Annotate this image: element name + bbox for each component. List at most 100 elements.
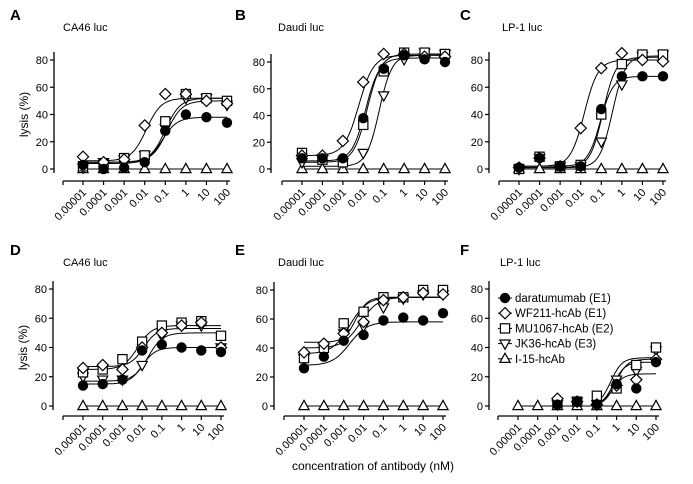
data-point-open-diamond bbox=[635, 53, 649, 67]
data-point-open-square bbox=[338, 318, 349, 329]
legend-item: I-15-hcAb bbox=[498, 351, 565, 366]
legend-item: WF211-hcAb (E1) bbox=[498, 306, 606, 320]
data-point-filled-circle bbox=[358, 329, 369, 341]
panel-title: LP-1 luc bbox=[502, 22, 543, 34]
x-tick-label: 10 bbox=[625, 422, 642, 439]
x-tick-label: 100 bbox=[428, 422, 449, 443]
y-tick-label: 0 bbox=[477, 164, 483, 176]
y-tick-label: 20 bbox=[36, 137, 48, 149]
panel-title: LP-1 luc bbox=[500, 257, 541, 269]
x-tick-label: 100 bbox=[212, 187, 233, 208]
legend-label: daratumumab (E1) bbox=[515, 293, 611, 305]
data-point-filled-circle bbox=[117, 374, 128, 385]
data-point-filled-circle bbox=[378, 315, 389, 326]
x-tick-label: 10 bbox=[190, 422, 207, 439]
data-point-open-square bbox=[215, 330, 227, 342]
data-point-open-triangle-up bbox=[116, 399, 129, 411]
data-point-open-triangle-up bbox=[615, 162, 628, 174]
data-point-open-triangle-up bbox=[397, 399, 410, 411]
data-point-open-diamond bbox=[297, 345, 311, 359]
data-point-filled-circle bbox=[439, 56, 451, 68]
x-tick-label: 0.01 bbox=[125, 422, 149, 446]
data-point-open-diamond bbox=[574, 121, 588, 135]
data-point-filled-circle bbox=[338, 335, 349, 346]
fit-curve-2 bbox=[596, 358, 656, 405]
data-point-filled-circle bbox=[534, 152, 545, 164]
x-tick-label: 10 bbox=[631, 187, 648, 204]
y-tick-label: 20 bbox=[471, 372, 483, 384]
panel-letter: E bbox=[235, 242, 245, 259]
fit-curve-2 bbox=[302, 53, 445, 163]
panel-c: CLP-1 luc0204060800.000010.00010.0010.01… bbox=[460, 7, 670, 223]
y-axis-label: lysis (%) bbox=[17, 92, 31, 137]
legend-marker-open-square bbox=[499, 323, 511, 334]
data-point-filled-circle bbox=[554, 161, 566, 172]
legend-item: JK36-hcAb (E3) bbox=[498, 339, 596, 351]
fit-curve-0 bbox=[302, 57, 445, 162]
y-tick-label: 60 bbox=[256, 314, 268, 326]
data-point-open-triangle-up bbox=[436, 399, 450, 411]
panel-letter: A bbox=[10, 7, 21, 24]
data-point-open-triangle-up bbox=[220, 162, 234, 174]
data-point-open-triangle-up bbox=[195, 399, 208, 411]
panel-title: Daudi luc bbox=[278, 257, 324, 269]
data-point-open-triangle-up bbox=[377, 399, 390, 411]
y-tick-label: 20 bbox=[471, 137, 483, 149]
data-point-filled-circle bbox=[176, 342, 187, 353]
y-tick-label: 20 bbox=[253, 137, 265, 149]
data-point-open-triangle-up bbox=[214, 399, 228, 411]
data-point-filled-circle bbox=[221, 117, 233, 128]
data-point-filled-circle bbox=[591, 399, 603, 410]
data-point-filled-circle bbox=[139, 156, 150, 168]
data-point-filled-circle bbox=[398, 50, 410, 61]
data-point-open-diamond bbox=[96, 358, 110, 372]
y-tick-label: 40 bbox=[36, 110, 48, 122]
x-tick-label: 0.001 bbox=[538, 187, 566, 215]
data-point-open-triangle-up bbox=[200, 162, 213, 174]
x-tick-label: 0.01 bbox=[127, 187, 151, 211]
data-point-filled-circle bbox=[98, 163, 109, 175]
data-point-open-diamond bbox=[436, 287, 450, 301]
x-tick-label: 1 bbox=[179, 187, 192, 200]
data-point-filled-circle bbox=[571, 396, 583, 407]
data-point-open-triangle-up bbox=[649, 399, 663, 411]
x-tick-label: 0.001 bbox=[322, 422, 350, 450]
data-point-open-diamond bbox=[336, 134, 350, 148]
data-point-open-diamond bbox=[179, 87, 193, 101]
data-point-open-triangle-up bbox=[76, 399, 90, 411]
data-point-open-triangle-up bbox=[337, 399, 350, 411]
data-point-filled-circle bbox=[616, 71, 628, 82]
data-point-open-triangle-up bbox=[531, 399, 544, 411]
legend-label: WF211-hcAb (E1) bbox=[515, 308, 606, 320]
legend-marker-open-diamond bbox=[498, 306, 512, 320]
data-point-filled-circle bbox=[136, 345, 148, 356]
x-tick-label: 0.001 bbox=[101, 422, 129, 450]
data-point-open-triangle-up bbox=[138, 162, 151, 174]
data-point-filled-circle bbox=[201, 112, 212, 123]
y-tick-label: 80 bbox=[471, 55, 483, 67]
data-point-filled-circle bbox=[215, 346, 227, 358]
data-point-open-triangle-down bbox=[595, 137, 608, 149]
y-tick-label: 0 bbox=[262, 401, 268, 413]
x-tick-label: 1 bbox=[397, 422, 410, 435]
y-tick-label: 0 bbox=[41, 401, 47, 413]
legend-label: JK36-hcAb (E3) bbox=[515, 339, 596, 351]
x-tick-label: 100 bbox=[206, 422, 227, 443]
data-point-open-triangle-up bbox=[398, 162, 411, 174]
data-point-open-triangle-up bbox=[316, 162, 329, 174]
x-tick-label: 0.1 bbox=[149, 422, 168, 441]
data-point-filled-circle bbox=[318, 351, 330, 362]
y-tick-label: 40 bbox=[471, 110, 483, 122]
data-point-open-square bbox=[117, 354, 128, 365]
data-point-open-diamond bbox=[155, 326, 169, 340]
panel-letter: D bbox=[10, 242, 21, 259]
x-tick-label: 0.1 bbox=[370, 422, 389, 441]
legend-item: MU1067-hcAb (E2) bbox=[498, 323, 614, 335]
y-tick-label: 80 bbox=[36, 55, 48, 67]
x-tick-label: 0.001 bbox=[321, 187, 349, 215]
data-point-open-diamond bbox=[594, 61, 608, 75]
panel-title: Daudi luc bbox=[278, 22, 324, 34]
data-point-filled-circle bbox=[97, 378, 108, 390]
x-tick-label: 0.001 bbox=[102, 187, 130, 215]
